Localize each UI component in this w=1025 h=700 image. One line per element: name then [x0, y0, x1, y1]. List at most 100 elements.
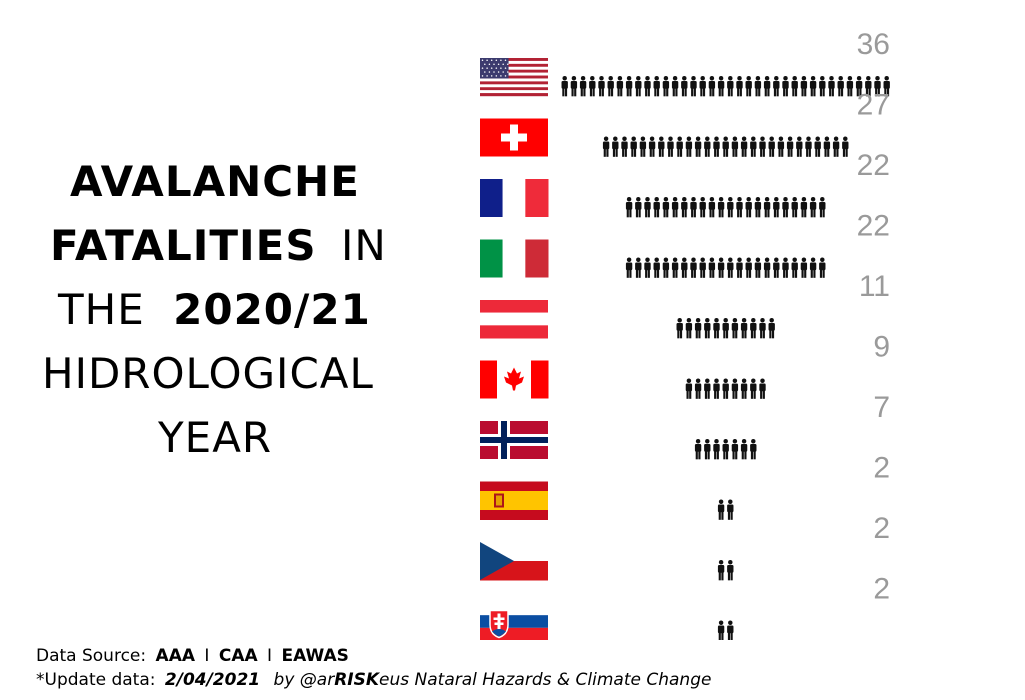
- person-icon: [727, 76, 734, 97]
- flag-canada-icon: [480, 360, 549, 399]
- title-word-avalanche: AVALANCHE: [70, 157, 360, 206]
- person-icon: [653, 257, 660, 278]
- person-icon: [704, 439, 711, 460]
- person-icon: [694, 318, 702, 339]
- person-icon: [635, 257, 642, 278]
- person-icon: [602, 136, 610, 157]
- person-icon: [745, 76, 752, 97]
- person-icon: [740, 136, 748, 157]
- bar: [561, 76, 890, 97]
- person-icon: [713, 378, 720, 399]
- person-icon: [713, 439, 720, 460]
- person-icon: [800, 76, 808, 97]
- person-icon: [731, 439, 739, 460]
- source-separator: I: [267, 646, 273, 666]
- person-icon: [681, 257, 688, 278]
- person-icon: [685, 318, 693, 339]
- flag-slovakia-icon: [480, 602, 548, 640]
- person-icon: [676, 318, 683, 339]
- person-icon: [690, 197, 697, 218]
- person-icon: [727, 620, 734, 640]
- person-icon: [635, 76, 642, 97]
- source-eawas: EAWAS: [281, 646, 349, 666]
- person-icon: [671, 76, 679, 97]
- value-label: 36: [857, 28, 890, 61]
- title-word-fatalities: FATALITIES: [50, 221, 317, 270]
- person-icon: [713, 318, 720, 339]
- person-icon: [704, 136, 711, 157]
- title-word-hidrological: HIDROLOGICAL: [42, 349, 374, 398]
- person-icon: [754, 197, 762, 218]
- value-label: 7: [873, 391, 890, 424]
- person-icon: [717, 499, 725, 520]
- person-icon: [717, 620, 725, 640]
- person-icon: [791, 76, 798, 97]
- source-caa: CAA: [218, 646, 258, 666]
- person-icon: [731, 318, 739, 339]
- person-icon: [800, 257, 808, 278]
- flag-italy-icon: [480, 239, 549, 278]
- person-icon: [694, 439, 702, 460]
- person-icon: [644, 197, 651, 218]
- person-icon: [653, 197, 660, 218]
- value-label: 2: [873, 452, 890, 485]
- person-icon: [736, 197, 743, 218]
- title-word-in: IN: [340, 221, 387, 270]
- credit-bold: RISK: [334, 670, 380, 690]
- person-icon: [777, 136, 785, 157]
- flag-switzerland-icon: [480, 118, 548, 157]
- bar: [625, 257, 826, 278]
- person-icon: [722, 378, 729, 399]
- person-icon: [809, 197, 817, 218]
- person-icon: [681, 76, 688, 97]
- person-icon: [644, 257, 651, 278]
- source-prefix: Data Source:: [36, 646, 147, 666]
- bar: [694, 439, 757, 460]
- data-source-line: Data Source: AAA I CAA I EAWAS: [36, 644, 711, 668]
- flags: [480, 58, 549, 640]
- person-icon: [759, 318, 766, 339]
- person-icon: [791, 257, 798, 278]
- person-icon: [607, 76, 614, 97]
- credit: by @arRISKeus Nataral Hazards & Climate …: [274, 670, 712, 690]
- person-icon: [690, 257, 697, 278]
- person-icon: [763, 257, 771, 278]
- value-label: 27: [857, 89, 890, 122]
- person-icon: [727, 499, 734, 520]
- person-icon: [685, 136, 693, 157]
- bar: [602, 136, 849, 157]
- person-icon: [639, 136, 647, 157]
- flag-france-icon: [480, 179, 549, 217]
- person-icon: [690, 76, 697, 97]
- person-icon: [685, 378, 693, 399]
- flag-czech-icon: [480, 542, 548, 581]
- person-icon: [837, 76, 844, 97]
- title-line-1: AVALANCHE: [70, 150, 360, 214]
- person-icon: [616, 76, 624, 97]
- flag-spain-icon: [480, 481, 548, 520]
- person-icon: [796, 136, 803, 157]
- person-icon: [561, 76, 568, 97]
- value-label: 2: [873, 573, 890, 606]
- person-icon: [782, 257, 789, 278]
- person-icon: [625, 197, 633, 218]
- person-icon: [704, 378, 711, 399]
- person-icon: [814, 136, 821, 157]
- person-icon: [823, 136, 831, 157]
- person-icon: [662, 76, 670, 97]
- person-icon: [662, 197, 670, 218]
- person-icon: [653, 76, 660, 97]
- flag-norway-icon: [480, 421, 548, 459]
- person-icon: [763, 76, 771, 97]
- person-icon: [722, 439, 729, 460]
- person-icon: [699, 197, 706, 218]
- update-date: 2/04/2021: [164, 670, 261, 690]
- person-icon: [805, 136, 812, 157]
- source-aaa: AAA: [155, 646, 196, 666]
- person-icon: [773, 197, 780, 218]
- person-icon: [731, 136, 739, 157]
- person-icon: [667, 136, 674, 157]
- person-icon: [694, 136, 702, 157]
- person-icon: [750, 136, 757, 157]
